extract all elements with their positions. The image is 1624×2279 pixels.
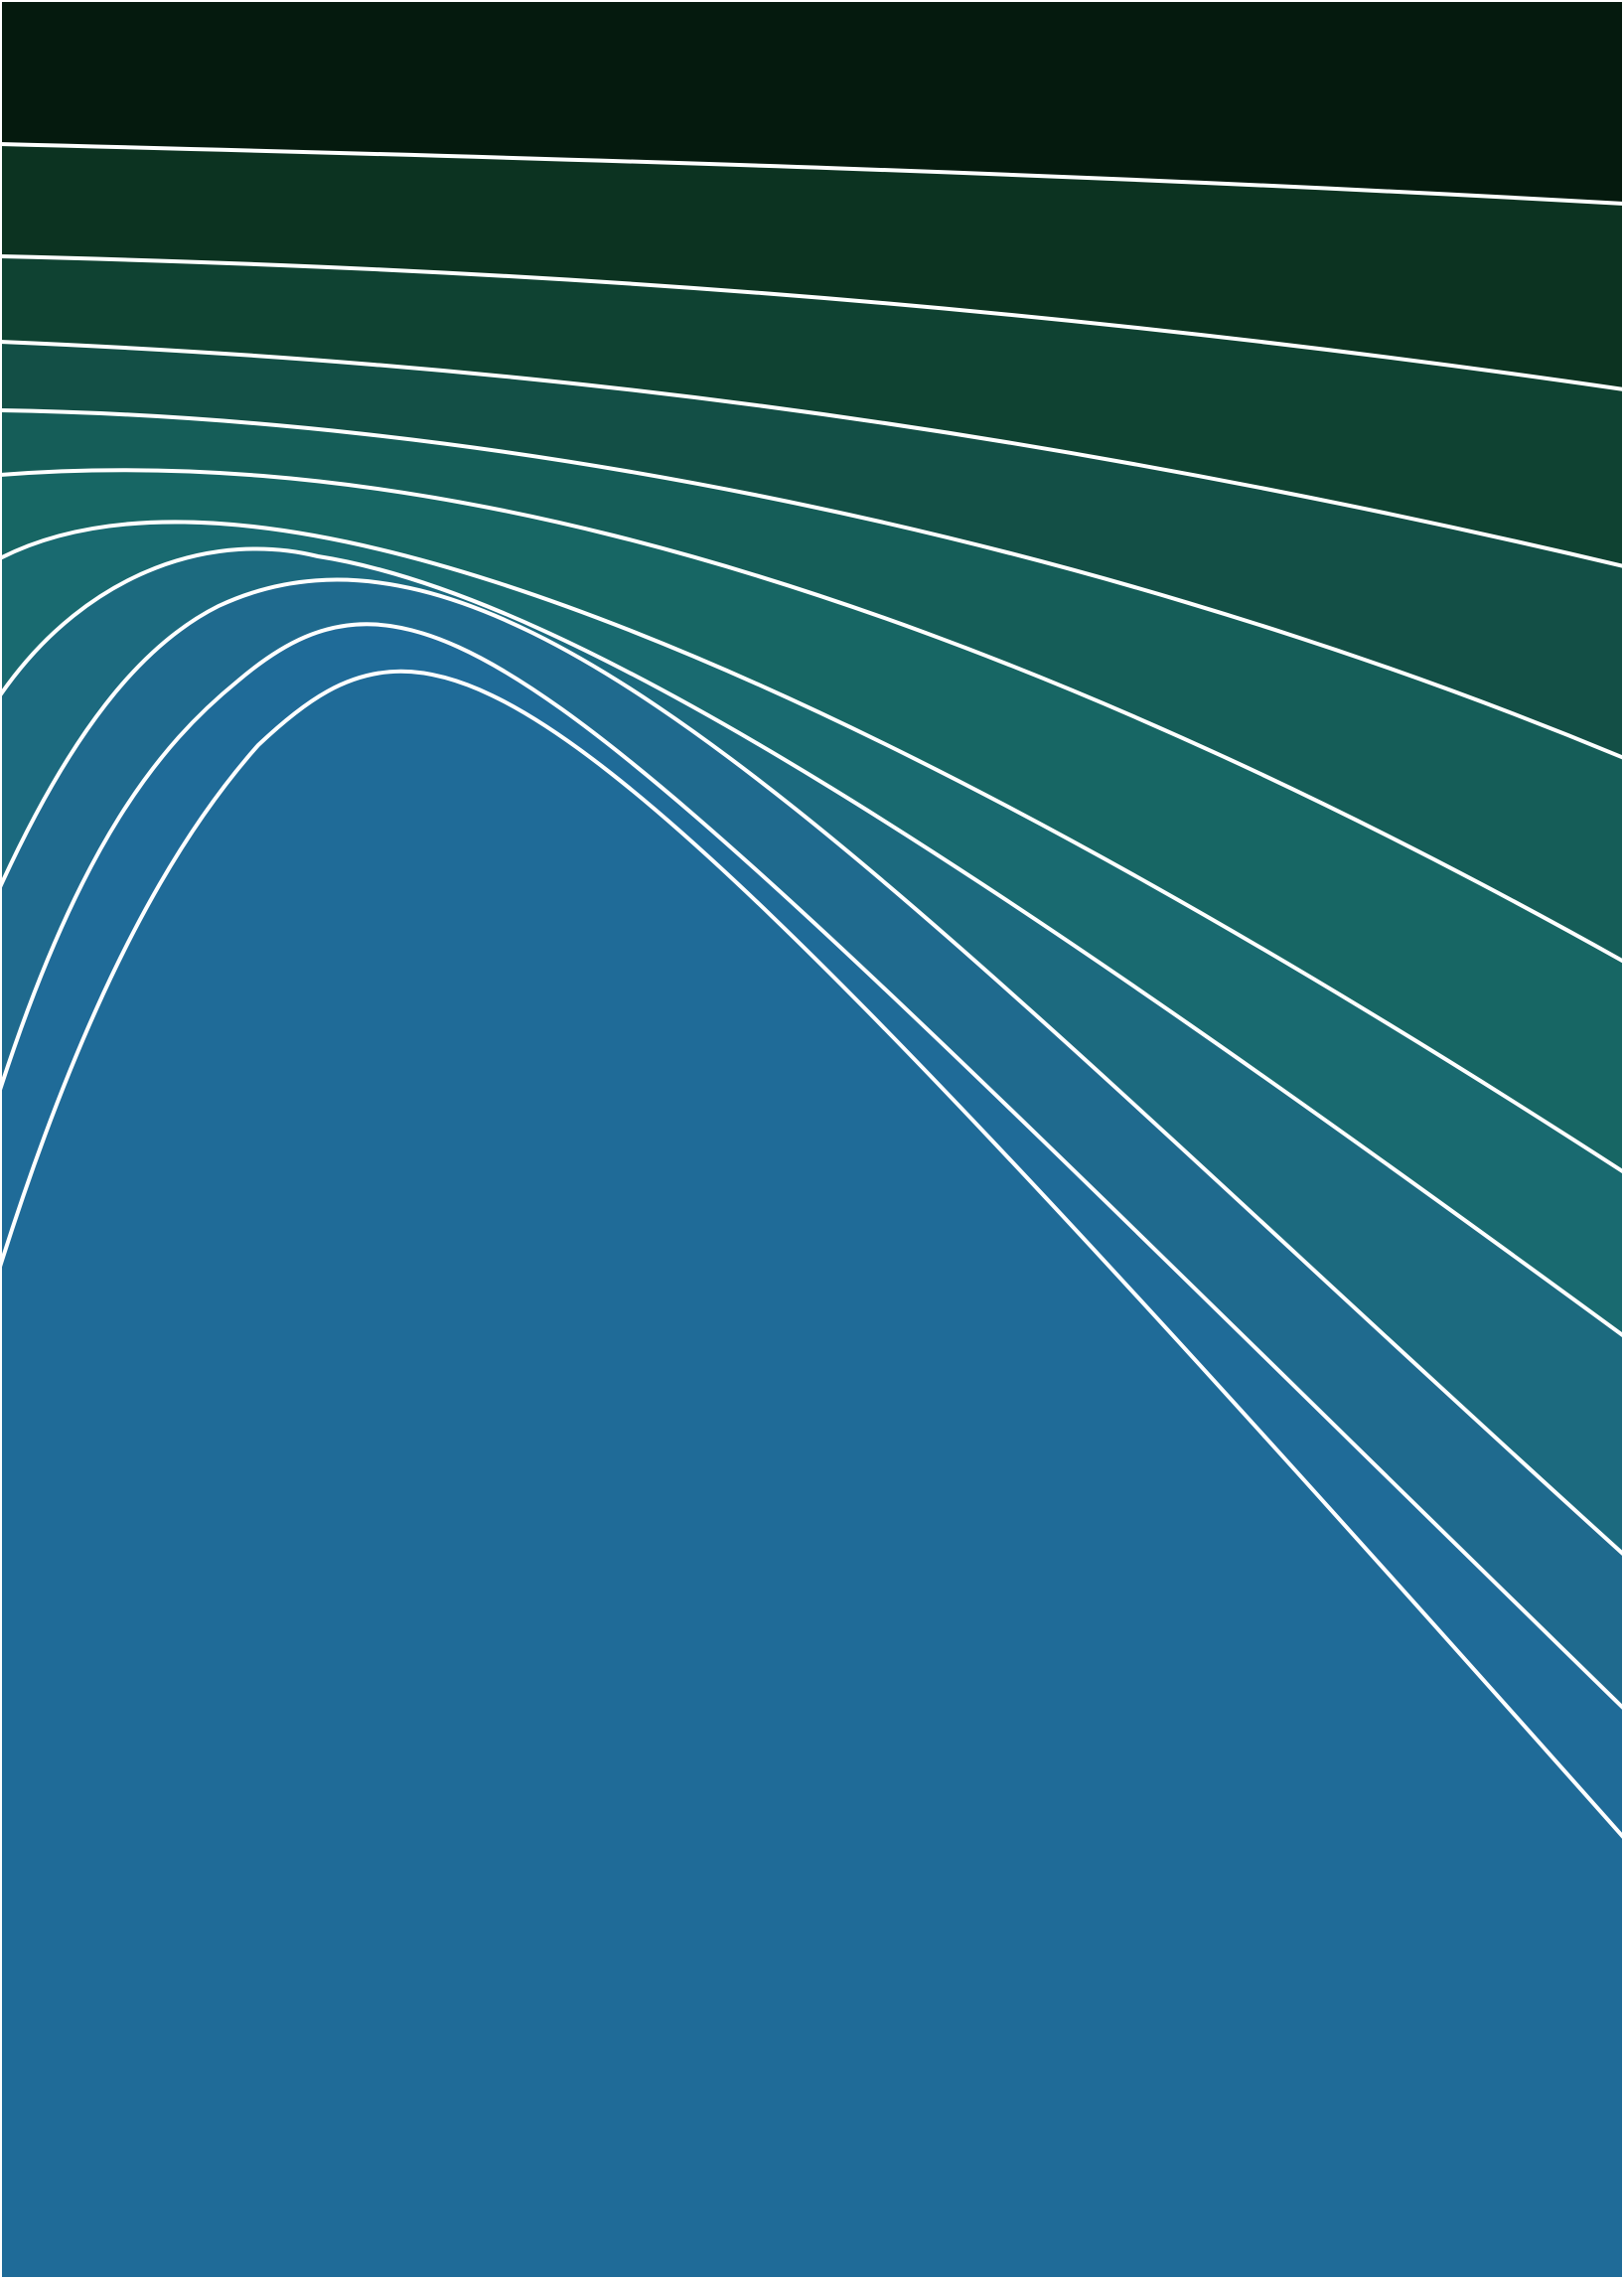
contour-line-7: [0, 546, 1624, 1338]
contour-line-6: [0, 520, 1624, 1174]
contour-line-2: [0, 254, 1624, 391]
contour-line-5: [0, 468, 1624, 964]
contour-line-4: [0, 408, 1624, 760]
contour-line-1: [0, 142, 1624, 206]
contour-line-8: [0, 577, 1624, 1557]
contour-line-3: [0, 340, 1624, 568]
contour-line-10: [0, 669, 1624, 1840]
contour-line-9: [0, 622, 1624, 1711]
band-0: [0, 0, 1624, 204]
